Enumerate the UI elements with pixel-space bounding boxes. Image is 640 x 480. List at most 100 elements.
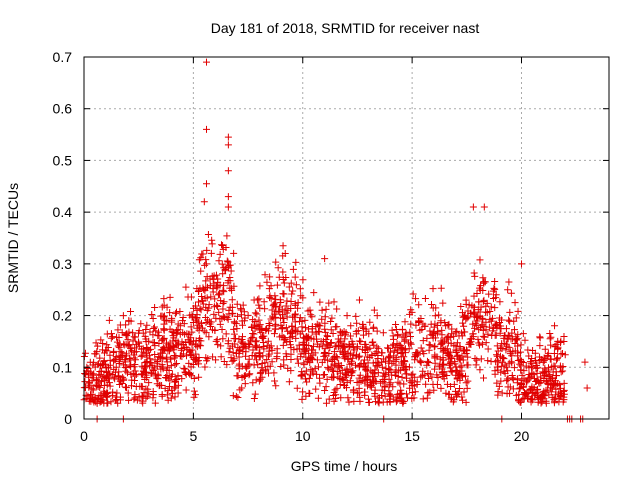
data-point <box>337 394 345 402</box>
data-point <box>100 358 108 366</box>
data-point <box>286 337 294 345</box>
data-point <box>343 365 351 373</box>
data-point <box>344 355 352 363</box>
data-point <box>149 314 157 322</box>
data-point <box>366 344 374 352</box>
data-point <box>505 278 513 286</box>
data-point <box>413 378 421 386</box>
data-point <box>270 330 278 338</box>
data-point <box>206 282 214 290</box>
data-point <box>268 346 276 354</box>
data-point <box>151 399 159 407</box>
data-point <box>259 367 267 375</box>
data-point <box>524 374 532 382</box>
data-point <box>494 391 502 399</box>
data-point <box>233 312 241 320</box>
data-point <box>431 312 439 320</box>
data-point <box>233 325 241 333</box>
data-point <box>553 356 561 364</box>
data-point <box>133 396 141 404</box>
data-point <box>301 316 309 324</box>
data-point <box>549 368 557 376</box>
data-point <box>241 372 249 380</box>
data-point <box>398 373 406 381</box>
data-point <box>298 323 306 331</box>
data-point <box>219 335 227 343</box>
data-point <box>329 330 337 338</box>
data-point <box>324 333 332 341</box>
data-point <box>394 348 402 356</box>
data-point <box>548 363 556 371</box>
data-point <box>323 375 331 383</box>
data-point <box>334 341 342 349</box>
data-point <box>266 362 274 370</box>
data-point <box>423 357 431 365</box>
data-point <box>216 250 224 258</box>
data-point <box>322 335 330 343</box>
data-point <box>499 354 507 362</box>
data-point <box>352 327 360 335</box>
data-point <box>302 324 310 332</box>
data-point <box>127 307 135 315</box>
data-point <box>470 269 478 277</box>
data-point <box>514 331 522 339</box>
data-point <box>356 371 364 379</box>
data-point <box>225 306 233 314</box>
data-point <box>447 339 455 347</box>
data-point <box>163 358 171 366</box>
data-point <box>179 313 187 321</box>
data-point <box>105 379 113 387</box>
data-point <box>336 337 344 345</box>
data-point <box>389 342 397 350</box>
data-point <box>283 297 291 305</box>
data-point <box>201 287 209 295</box>
data-point <box>182 283 190 291</box>
data-point <box>263 325 271 333</box>
data-point <box>226 303 234 311</box>
data-point <box>224 141 232 149</box>
data-point <box>336 374 344 382</box>
data-point <box>166 293 174 301</box>
data-point <box>158 337 166 345</box>
data-point <box>164 387 172 395</box>
data-point <box>170 351 178 359</box>
data-point <box>168 314 176 322</box>
data-point <box>471 324 479 332</box>
data-point <box>409 377 417 385</box>
data-point <box>346 360 354 368</box>
data-point <box>203 246 211 254</box>
data-point <box>452 328 460 336</box>
data-point <box>287 279 295 287</box>
data-point <box>341 347 349 355</box>
data-point <box>541 372 549 380</box>
data-point <box>168 328 176 336</box>
data-point <box>122 364 130 372</box>
data-point <box>94 383 102 391</box>
data-point <box>402 329 410 337</box>
data-point <box>121 356 129 364</box>
data-point <box>403 390 411 398</box>
data-point <box>292 258 300 266</box>
data-point <box>154 370 162 378</box>
data-point <box>256 304 264 312</box>
data-point <box>297 292 305 300</box>
y-tick-label: 0.5 <box>53 152 73 168</box>
data-point <box>404 394 412 402</box>
data-point <box>142 363 150 371</box>
data-point <box>149 391 157 399</box>
data-point <box>292 281 300 289</box>
data-point <box>185 359 193 367</box>
data-point <box>189 318 197 326</box>
data-point <box>505 316 513 324</box>
data-point <box>285 283 293 291</box>
data-point <box>128 346 136 354</box>
data-point <box>521 336 529 344</box>
data-point <box>203 58 210 66</box>
data-point <box>356 352 364 360</box>
data-point <box>504 331 512 339</box>
data-point <box>445 350 453 358</box>
data-point <box>139 394 147 402</box>
data-point <box>196 284 204 292</box>
data-point <box>521 388 529 396</box>
data-point <box>275 273 283 281</box>
